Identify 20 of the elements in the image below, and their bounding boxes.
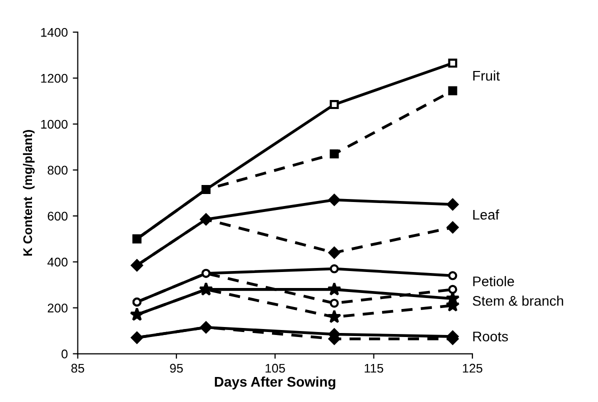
series-label: Roots (473, 332, 508, 342)
y-tick-label: 1200 (41, 74, 68, 83)
y-tick-label: 1000 (41, 120, 68, 129)
x-tick-label: 125 (462, 364, 482, 373)
x-tick-label: 85 (71, 364, 84, 373)
x-tick-label: 115 (364, 364, 384, 373)
series-label: Leaf (473, 209, 500, 220)
y-tick-label: 800 (48, 166, 68, 175)
x-tick-label: 105 (266, 364, 285, 373)
y-tick-label: 600 (48, 212, 68, 221)
series-label: Stem & branch (472, 296, 564, 306)
y-tick-label: 400 (47, 258, 68, 267)
series-label: Petiole (473, 276, 514, 286)
y-tick-label: 0 (62, 350, 68, 358)
x-axis-title: Days After Sowing (214, 376, 336, 390)
y-tick-label: 1400 (41, 28, 68, 37)
y-tick-label: 200 (48, 304, 68, 312)
x-tick-label: 95 (170, 364, 183, 373)
y-axis-title: K Content (mg/plant) (22, 130, 35, 256)
series-label: Fruit (473, 70, 500, 81)
